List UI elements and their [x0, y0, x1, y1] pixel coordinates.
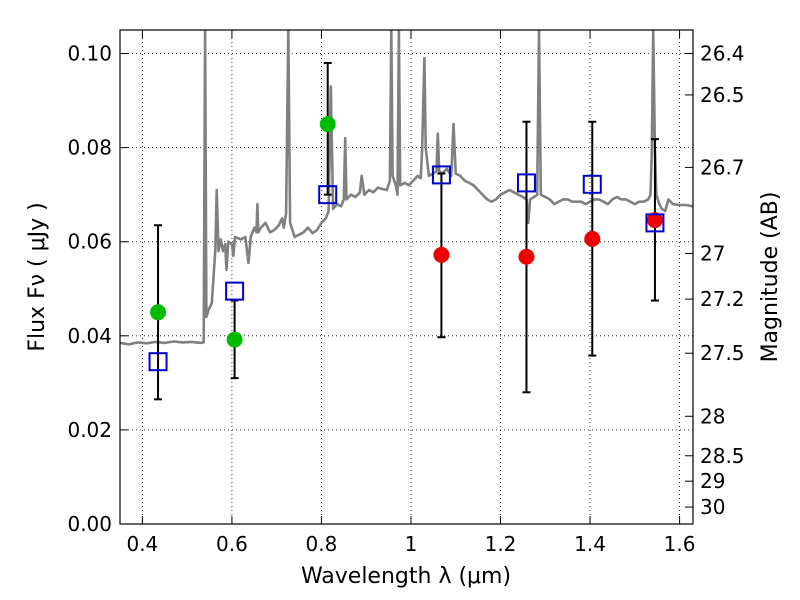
right-tick-label: 27	[700, 241, 725, 265]
right-tick-label: 26.4	[700, 42, 745, 66]
observed-flux-point	[148, 352, 168, 372]
x-tick-label: 0.8	[306, 532, 338, 556]
right-tick-label: 28	[700, 404, 725, 428]
model-flux-point	[646, 212, 663, 229]
spectrum-line	[120, 30, 693, 346]
y-axis-ticks: 0.00 0.02 0.04 0.06 0.08 0.10	[67, 42, 128, 536]
model-flux-point	[319, 116, 336, 133]
y-tick-label: 0.06	[67, 230, 112, 254]
observed-flux-point	[431, 165, 451, 185]
y-axis-label: Flux Fν ( μJy )	[25, 202, 50, 351]
x-tick-label: 0.4	[126, 532, 158, 556]
observed-flux-point	[516, 173, 536, 193]
right-axis-label: Magnitude (AB)	[758, 192, 783, 363]
model-flux-point	[150, 304, 167, 321]
x-tick-label: 1	[405, 532, 418, 556]
model-flux-point	[433, 246, 450, 263]
right-tick-label: 26.5	[700, 83, 745, 107]
x-tick-label: 1.6	[664, 532, 696, 556]
model-flux-point	[584, 230, 601, 247]
x-axis-label: Wavelength λ (μm)	[301, 564, 511, 589]
right-tick-label: 28.5	[700, 444, 745, 468]
y-tick-label: 0.08	[67, 136, 112, 160]
observed-flux-point	[318, 185, 338, 205]
y-tick-label: 0.04	[67, 324, 112, 348]
y-tick-label: 0.02	[67, 418, 112, 442]
x-tick-label: 1.4	[574, 532, 606, 556]
x-tick-label: 0.6	[216, 532, 248, 556]
y-tick-label: 0.10	[67, 42, 112, 66]
observed-flux-point	[225, 281, 245, 301]
observed-flux-point	[645, 213, 665, 233]
right-tick-label: 27.5	[700, 341, 745, 365]
model-flux-point	[518, 248, 535, 265]
y-tick-label: 0.00	[67, 512, 112, 536]
plot-frame	[119, 29, 694, 525]
model-flux-point	[226, 331, 243, 348]
x-axis-ticks: 0.4 0.6 0.8 1 1.2 1.4 1.6	[126, 30, 695, 556]
right-tick-label: 27.2	[700, 287, 745, 311]
right-tick-label: 30	[700, 495, 725, 519]
observed-flux-point	[582, 174, 602, 194]
marker-layer	[148, 116, 665, 372]
errorbar-layer	[154, 61, 659, 401]
x-tick-label: 1.2	[485, 532, 517, 556]
right-tick-label: 26.7	[700, 155, 745, 179]
right-tick-label: 29	[700, 469, 725, 493]
spectrum-layer	[120, 30, 693, 346]
